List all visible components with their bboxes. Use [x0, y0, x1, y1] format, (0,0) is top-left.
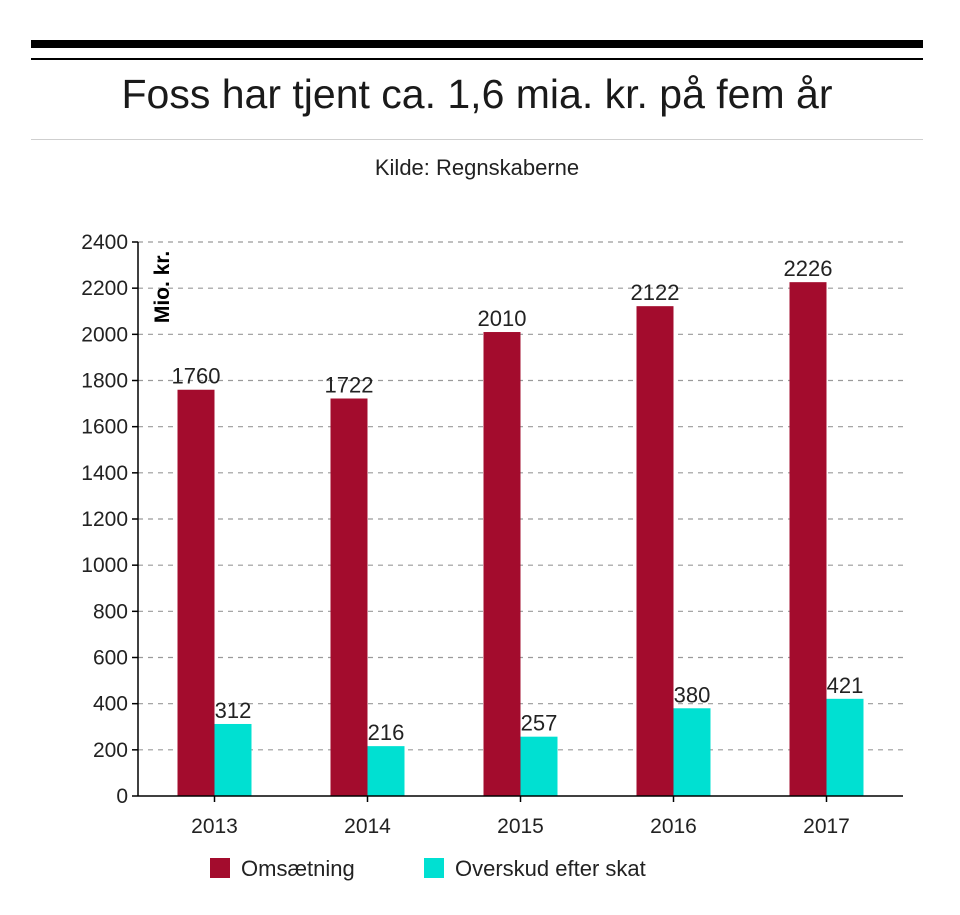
data-label: 257: [521, 711, 558, 736]
data-label: 421: [827, 673, 864, 698]
legend: Omsætning Overskud efter skat: [210, 856, 646, 881]
data-label: 2226: [784, 256, 833, 281]
legend-label-overskud: Overskud efter skat: [455, 856, 646, 881]
bar-overskud: [520, 736, 558, 796]
data-label: 312: [215, 698, 252, 723]
data-label: 1722: [325, 373, 374, 398]
bar-overskud: [826, 698, 864, 796]
x-tick-label: 2017: [803, 815, 850, 838]
bar-omsaetning: [177, 389, 215, 796]
y-tick-label: 1600: [81, 416, 128, 439]
x-tick-label: 2016: [650, 815, 697, 838]
bar-omsaetning: [483, 332, 521, 796]
axes: 0 200 400 600 800 1000 1200 1400 1600 1800 2000 220…: [81, 231, 903, 838]
title-divider: [31, 139, 923, 140]
data-label: 216: [368, 720, 405, 745]
x-tick-label: 2014: [344, 815, 391, 838]
bar-overskud: [673, 708, 711, 796]
bar-overskud: [214, 723, 252, 796]
y-axis-label: Mio. kr.: [151, 251, 174, 323]
y-tick-label: 2200: [81, 277, 128, 300]
data-label: 2010: [478, 306, 527, 331]
x-tick-label: 2015: [497, 815, 544, 838]
y-tick-label: 2400: [81, 231, 128, 254]
bars: [177, 282, 864, 796]
x-tick-label: 2013: [191, 815, 238, 838]
y-tick-label: 1000: [81, 554, 128, 577]
data-label: 380: [674, 682, 711, 707]
legend-swatch-omsaetning: [210, 858, 230, 878]
data-label: 2122: [631, 280, 680, 305]
y-tick-label: 0: [116, 785, 128, 808]
legend-label-omsaetning: Omsætning: [241, 856, 355, 881]
y-tick-label: 1800: [81, 370, 128, 393]
bar-overskud: [367, 746, 405, 796]
y-tick-label: 1400: [81, 462, 128, 485]
bar-omsaetning: [330, 398, 368, 796]
y-tick-label: 2000: [81, 323, 128, 346]
chart-source: Kilde: Regnskaberne: [374, 155, 580, 180]
header-rule-thick: [31, 40, 923, 48]
y-tick-label: 600: [93, 647, 128, 670]
chart-title: Foss har tjent ca. 1,6 mia. kr. på fem å…: [121, 71, 833, 117]
data-label: 1760: [172, 364, 221, 389]
y-tick-label: 400: [93, 693, 128, 716]
labels: 1760 312 1722 216 2010 257 2122 380 2226 421: [172, 256, 864, 745]
legend-swatch-overskud: [424, 858, 444, 878]
bar-omsaetning: [789, 282, 827, 796]
y-tick-label: 800: [93, 600, 128, 623]
bar-omsaetning: [636, 306, 674, 796]
y-tick-label: 200: [93, 739, 128, 762]
header-rule-thin: [31, 58, 923, 60]
y-tick-label: 1200: [81, 508, 128, 531]
